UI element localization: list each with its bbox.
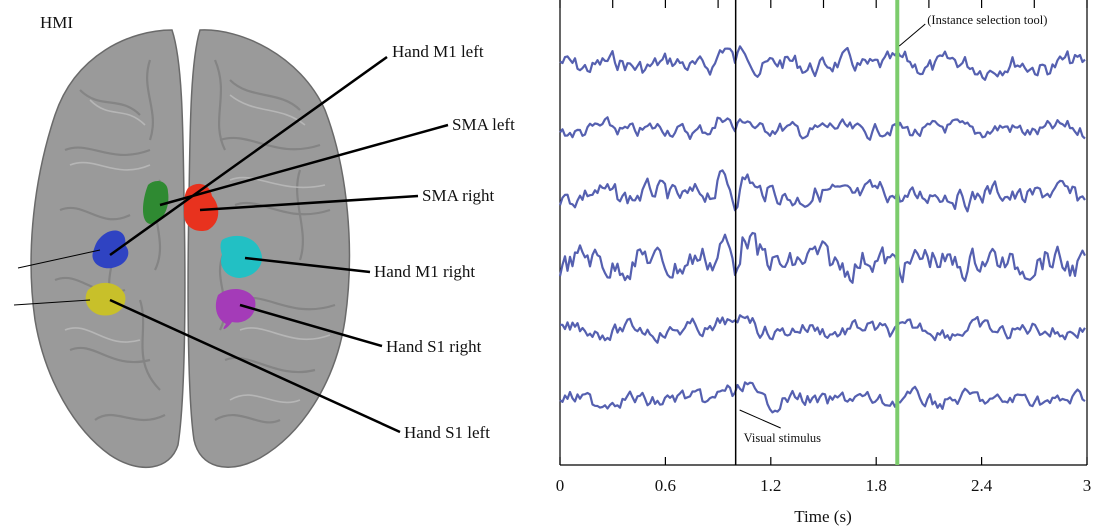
eeg-trace-2 xyxy=(559,116,1086,141)
region-hand-m1-left xyxy=(92,230,129,269)
eeg-trace-1 xyxy=(559,45,1086,81)
bottom-ticks: 0 0.6 1.2 1.8 2.4 3 xyxy=(556,457,1092,495)
leader-sma-left xyxy=(159,123,449,207)
eeg-trace-4 xyxy=(558,231,1086,284)
x-tick-label: 2.4 xyxy=(971,476,993,495)
region-sma-left xyxy=(143,180,169,224)
eeg-trace-6 xyxy=(559,381,1086,414)
leader-hand-s1-right xyxy=(239,303,383,348)
x-tick-label: 1.2 xyxy=(760,476,781,495)
traces xyxy=(558,45,1086,414)
x-axis-label: Time (s) xyxy=(794,507,851,526)
leader-hand-m1-left xyxy=(109,55,388,257)
selection-leader xyxy=(898,23,926,47)
eeg-panel: 0 0.6 1.2 1.8 2.4 3 Visual stimulus (Instance… xyxy=(556,0,1092,526)
eeg-trace-5 xyxy=(560,314,1086,344)
selection-label: (Instance selection tool) xyxy=(927,13,1047,27)
x-tick-label: 0 xyxy=(556,476,565,495)
gyri-highlights xyxy=(64,94,331,404)
region-hand-s1-right xyxy=(215,288,256,330)
label-sma-left: SMA left xyxy=(452,115,515,134)
top-ticks xyxy=(559,0,1088,8)
label-hand-m1-left: Hand M1 left xyxy=(392,42,484,61)
stimulus-label: Visual stimulus xyxy=(744,431,822,445)
x-tick-label: 0.6 xyxy=(655,476,676,495)
brain-panel: HMI xyxy=(13,13,515,469)
stimulus-leader xyxy=(739,409,781,429)
label-hand-m1-right: Hand M1 right xyxy=(374,262,475,281)
leader-lines xyxy=(13,55,449,434)
eeg-trace-3 xyxy=(558,169,1086,213)
leader-hand-s1-left xyxy=(109,298,401,434)
label-hand-s1-right: Hand S1 right xyxy=(386,337,482,356)
label-sma-right: SMA right xyxy=(422,186,495,205)
region-hand-s1-left xyxy=(85,282,126,316)
label-hand-s1-left: Hand S1 left xyxy=(404,423,490,442)
leader-sma-right xyxy=(199,194,419,212)
x-tick-label: 1.8 xyxy=(866,476,887,495)
panel-label: HMI xyxy=(40,13,73,32)
x-tick-label: 3 xyxy=(1083,476,1092,495)
leader-hand-m1-right xyxy=(244,256,371,274)
region-hand-m1-right xyxy=(220,235,262,278)
